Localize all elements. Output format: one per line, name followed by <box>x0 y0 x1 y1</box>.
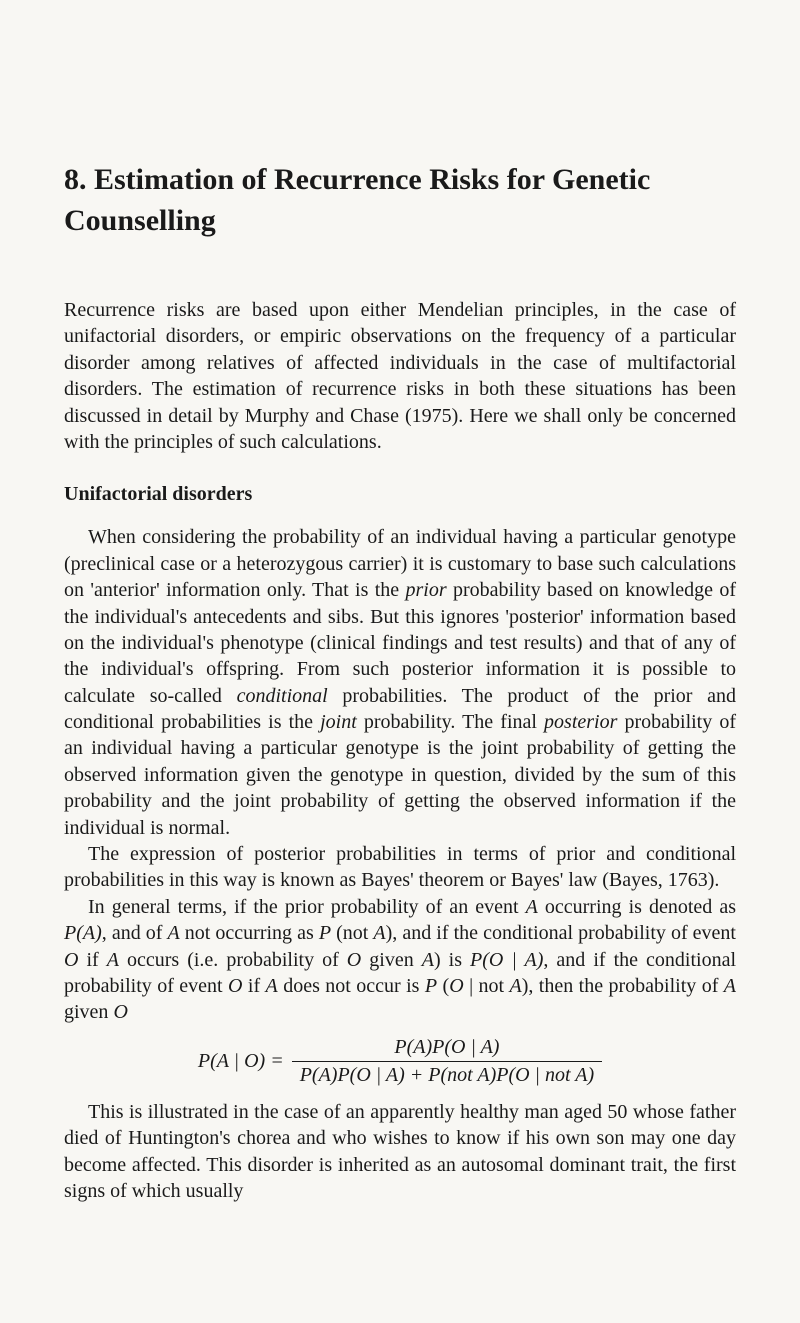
formula-fraction: P(A)P(O | A) P(A)P(O | A) + P(not A)P(O … <box>292 1036 602 1087</box>
intro-paragraph: Recurrence risks are based upon either M… <box>64 297 736 455</box>
formula-numerator: P(A)P(O | A) <box>386 1036 507 1061</box>
italic-var: O <box>113 1001 127 1023</box>
text: occurring is denoted as <box>538 896 736 918</box>
text: , and of <box>102 922 168 944</box>
chapter-number: 8. <box>64 163 87 196</box>
text: probability. The final <box>357 711 544 733</box>
italic-var: O <box>347 949 361 971</box>
section-heading: Unifactorial disorders <box>64 483 736 506</box>
italic-var: A <box>107 949 119 971</box>
italic-var: P(O | A) <box>470 949 543 971</box>
text: ), and if the conditional probability of… <box>386 922 736 944</box>
text: not occurring as <box>180 922 319 944</box>
text: ) is <box>434 949 470 971</box>
text: (not <box>331 922 373 944</box>
italic-joint: joint <box>320 711 357 733</box>
italic-var: P <box>425 975 437 997</box>
chapter-title-text: Estimation of Recurrence Risks for Genet… <box>64 163 650 237</box>
formula-denominator: P(A)P(O | A) + P(not A)P(O | not A) <box>292 1061 602 1087</box>
text: occurs (i.e. probability of <box>119 949 347 971</box>
text: ), then the probability of <box>522 975 724 997</box>
italic-var: A <box>422 949 434 971</box>
italic-var: A <box>373 922 385 944</box>
text: given <box>64 1001 113 1023</box>
text: if <box>242 975 265 997</box>
italic-var: O <box>449 975 463 997</box>
italic-var: A <box>266 975 278 997</box>
italic-conditional: conditional <box>237 685 328 707</box>
italic-var: O <box>228 975 242 997</box>
italic-var: P <box>319 922 331 944</box>
italic-var: A <box>168 922 180 944</box>
italic-var: A <box>724 975 736 997</box>
italic-var: P(A) <box>64 922 102 944</box>
italic-var: O <box>64 949 78 971</box>
text: if <box>78 949 106 971</box>
formula-left: P(A | O) = <box>198 1050 284 1073</box>
body-paragraph-3: In general terms, if the prior probabili… <box>64 894 736 1026</box>
bayes-formula: P(A | O) = P(A)P(O | A) P(A)P(O | A) + P… <box>64 1036 736 1087</box>
italic-prior: prior <box>405 579 446 601</box>
body-paragraph-2: The expression of posterior probabilitie… <box>64 841 736 894</box>
text: given <box>361 949 421 971</box>
italic-var: A <box>509 975 521 997</box>
text: In general terms, if the prior probabili… <box>88 896 526 918</box>
body-paragraph-4: This is illustrated in the case of an ap… <box>64 1099 736 1205</box>
italic-var: A <box>526 896 538 918</box>
chapter-title: 8. Estimation of Recurrence Risks for Ge… <box>64 160 736 241</box>
text: does not occur is <box>278 975 425 997</box>
text: | not <box>464 975 510 997</box>
body-paragraph-1: When considering the probability of an i… <box>64 524 736 841</box>
text: ( <box>437 975 449 997</box>
italic-posterior: posterior <box>544 711 617 733</box>
